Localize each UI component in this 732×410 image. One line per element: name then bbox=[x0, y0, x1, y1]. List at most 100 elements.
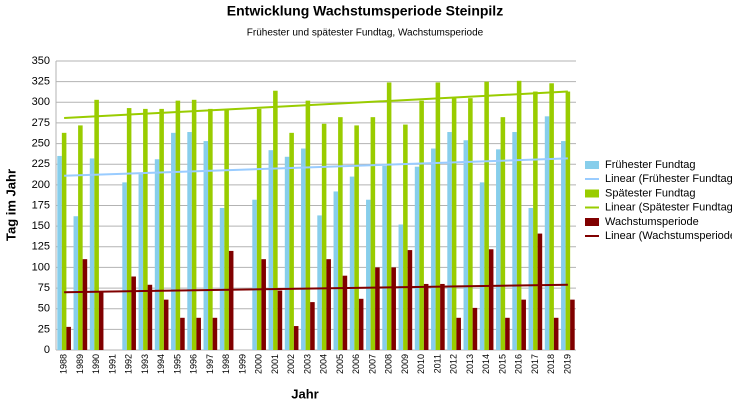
y-tick-label: 325 bbox=[32, 76, 50, 88]
x-tick-label: 1997 bbox=[205, 354, 215, 374]
x-tick-label: 2007 bbox=[367, 354, 377, 374]
bar bbox=[403, 124, 408, 350]
bar bbox=[338, 117, 343, 350]
bar bbox=[208, 108, 213, 351]
bar bbox=[321, 123, 327, 350]
legend-label: Linear (Wachstumsperiode) bbox=[605, 230, 732, 242]
bar bbox=[57, 155, 62, 350]
x-tick-label: 2003 bbox=[302, 354, 312, 374]
bar bbox=[228, 250, 234, 350]
bar bbox=[219, 207, 225, 350]
y-tick-label: 25 bbox=[38, 323, 50, 335]
bar bbox=[484, 81, 489, 351]
bar bbox=[447, 132, 452, 350]
bar bbox=[268, 150, 274, 350]
bar bbox=[293, 326, 299, 350]
bar bbox=[138, 174, 144, 350]
x-tick-label: 1994 bbox=[156, 354, 166, 374]
bar bbox=[78, 125, 83, 350]
x-tick-label: 1991 bbox=[107, 354, 117, 374]
bar bbox=[553, 317, 559, 350]
bar bbox=[131, 276, 136, 350]
bar bbox=[143, 108, 148, 351]
bar bbox=[122, 182, 127, 350]
bar bbox=[289, 132, 294, 350]
bar bbox=[61, 132, 67, 350]
x-tick-label: 2012 bbox=[449, 354, 459, 374]
x-tick-label: 2009 bbox=[400, 354, 410, 374]
bar bbox=[370, 117, 376, 350]
bar bbox=[561, 141, 566, 350]
bar bbox=[440, 283, 445, 350]
x-tick-label: 2013 bbox=[465, 354, 475, 374]
bar bbox=[277, 290, 283, 350]
x-tick-label: 2001 bbox=[270, 354, 280, 374]
bar bbox=[196, 317, 201, 350]
bar bbox=[349, 176, 355, 350]
bar bbox=[342, 275, 348, 350]
x-tick-label: 2016 bbox=[514, 354, 524, 374]
bar bbox=[414, 166, 420, 350]
bar bbox=[305, 100, 311, 351]
bar bbox=[252, 199, 257, 350]
bar bbox=[505, 317, 510, 350]
legend-label: Linear (Spätester Fundtag) bbox=[605, 201, 732, 213]
bar bbox=[94, 99, 99, 351]
bar bbox=[382, 165, 387, 350]
chart-subtitle: Frühester und spätester Fundtag, Wachstu… bbox=[247, 28, 484, 39]
bar bbox=[273, 90, 278, 351]
bar bbox=[528, 207, 534, 350]
bar bbox=[256, 108, 262, 351]
bar bbox=[212, 317, 218, 350]
bar bbox=[451, 98, 457, 351]
legend-label: Wachstumsperiode bbox=[605, 216, 699, 228]
bar bbox=[159, 108, 164, 351]
legend-label: Frühester Fundtag bbox=[605, 159, 696, 171]
bar bbox=[463, 140, 469, 350]
bar bbox=[261, 259, 266, 350]
bar bbox=[358, 298, 364, 350]
y-tick-label: 75 bbox=[38, 282, 50, 294]
trend-line bbox=[64, 90, 568, 119]
y-axis-label: Tag im Jahr bbox=[3, 169, 18, 241]
y-tick-label: 225 bbox=[32, 158, 50, 170]
x-tick-label: 1989 bbox=[75, 354, 85, 374]
bar bbox=[187, 132, 192, 350]
x-tick-label: 2017 bbox=[530, 354, 540, 374]
bar bbox=[284, 156, 290, 350]
y-tick-label: 0 bbox=[44, 344, 50, 356]
bar bbox=[366, 199, 371, 350]
bar bbox=[533, 91, 538, 351]
y-tick-label: 100 bbox=[32, 261, 50, 273]
bar bbox=[496, 149, 501, 350]
x-tick-label: 2000 bbox=[254, 354, 264, 374]
x-tick-label: 1995 bbox=[172, 354, 182, 374]
bar bbox=[82, 259, 88, 350]
x-tick-label: 1998 bbox=[221, 354, 231, 374]
x-tick-label: 2004 bbox=[319, 354, 329, 374]
bar bbox=[386, 82, 392, 351]
trend-line bbox=[64, 283, 568, 294]
bar bbox=[537, 233, 543, 350]
y-tick-label: 200 bbox=[32, 179, 50, 191]
x-tick-label: 2005 bbox=[335, 354, 345, 374]
bar bbox=[163, 299, 169, 350]
bar bbox=[423, 283, 429, 350]
bar bbox=[98, 292, 104, 350]
y-tick-label: 150 bbox=[32, 220, 50, 232]
x-tick-label: 2002 bbox=[286, 354, 296, 374]
bar bbox=[180, 317, 185, 350]
y-tick-label: 275 bbox=[32, 117, 50, 129]
x-tick-label: 1990 bbox=[91, 354, 101, 374]
bar bbox=[544, 116, 550, 350]
chart-title: Entwicklung Wachstumsperiode Steinpilz bbox=[227, 3, 503, 19]
x-tick-label: 2008 bbox=[384, 354, 394, 374]
x-tick-label: 1999 bbox=[237, 354, 247, 374]
y-tick-label: 50 bbox=[38, 303, 50, 315]
bar bbox=[407, 250, 413, 350]
x-tick-label: 2014 bbox=[481, 354, 491, 374]
y-tick-label: 175 bbox=[32, 199, 50, 211]
bar bbox=[89, 158, 95, 350]
x-tick-label: 2018 bbox=[546, 354, 556, 374]
